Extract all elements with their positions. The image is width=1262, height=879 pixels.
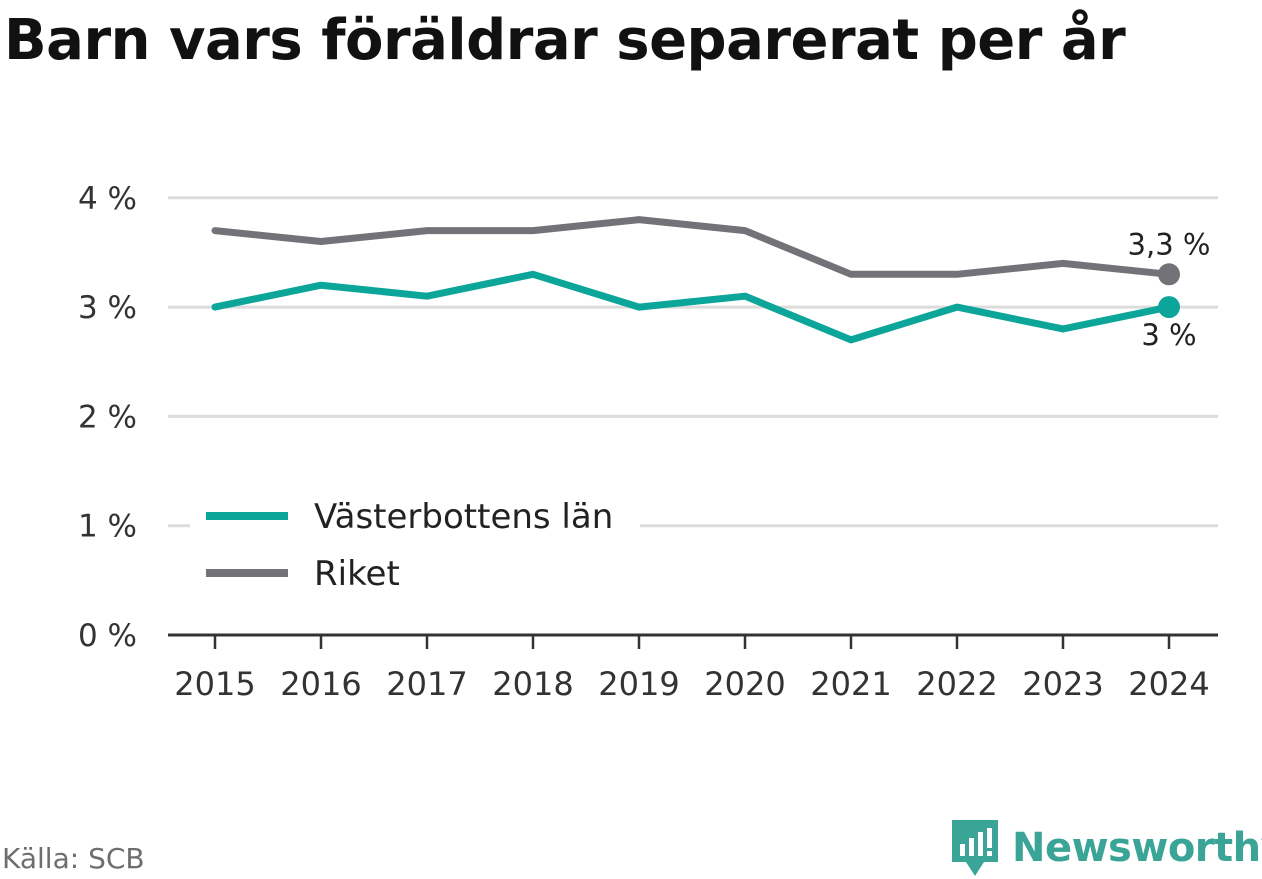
newsworthy-logo-icon [952,820,998,876]
x-axis: 2015 2016 2017 2018 2019 2020 2021 2022 2023 2024 [168,633,1218,703]
x-tick-label: 2020 [704,665,785,703]
x-tick-label: 2017 [386,665,467,703]
x-tick-label: 2021 [810,665,891,703]
y-tick-label: 4 % [78,181,137,217]
end-label-riket: 3,3 % [1128,227,1211,261]
gridlines [168,196,1218,528]
y-tick-label: 0 % [78,618,137,654]
series-line [211,270,1173,344]
x-tick-label: 2018 [492,665,573,703]
x-tick-label: 2015 [174,665,255,703]
y-tick-label: 1 % [78,509,137,545]
y-axis-ticks: 0 % 1 % 2 % 3 % 4 % [78,181,137,654]
legend-background [190,490,640,600]
legend: Västerbottens län Riket [190,490,640,600]
legend-label: Riket [314,554,400,594]
y-tick-label: 2 % [78,399,137,435]
x-tick-label: 2024 [1128,665,1209,703]
end-labels: 3,3 % 3 % [1128,227,1211,352]
y-tick-label: 3 % [78,290,137,326]
chart-title: Barn vars föräldrar separerat per år [4,8,1126,73]
brand-name: Newsworthy [1012,825,1262,871]
brand-logo: Newsworthy [950,818,1262,878]
series-end-point [1158,263,1180,286]
x-tick-label: 2019 [598,665,679,703]
x-tick-label: 2022 [916,665,997,703]
end-label-vasterbotten: 3 % [1141,318,1196,352]
series-line [211,216,1173,278]
source-note: Källa: SCB [2,842,145,875]
x-tick-label: 2016 [280,665,361,703]
x-tick-label: 2023 [1022,665,1103,703]
legend-label: Västerbottens län [314,497,613,537]
series-end-point [1158,296,1180,319]
series-lines [211,216,1180,344]
